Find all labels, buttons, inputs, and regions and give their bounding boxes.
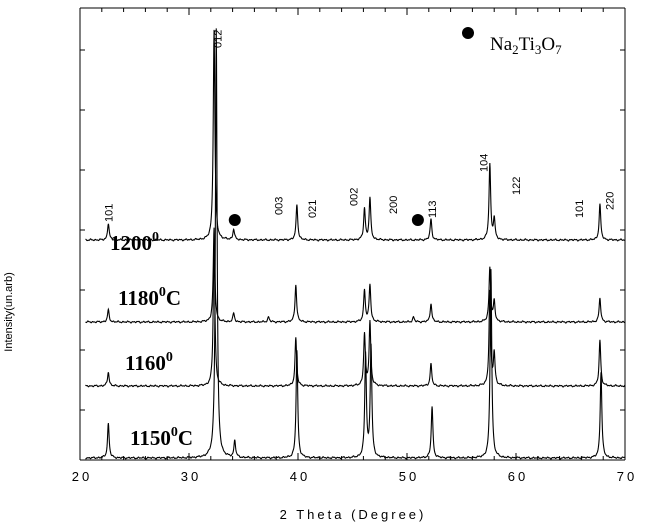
impurity-marker (228, 214, 241, 226)
legend: Na2Ti3O7 (462, 27, 562, 57)
peak-label: 002 (349, 188, 361, 206)
marker-layer (228, 214, 424, 226)
legend-element: Ti (519, 34, 535, 55)
series-3-label: 11600 (125, 350, 173, 375)
label-main: 1200 (110, 231, 152, 255)
x-axis-title: 2 Theta (Degree) (280, 507, 427, 522)
peak-label: 021 (307, 200, 319, 218)
x-tick-label: 20 (72, 469, 92, 484)
series-4-label: 11500C (130, 425, 193, 450)
y-axis-title: Intensity(un.arb) (3, 272, 15, 351)
x-tick-label: 50 (399, 469, 419, 484)
label-superscript: 0 (166, 350, 173, 365)
legend-subscript: 3 (535, 42, 542, 57)
series-2-label: 11800C (118, 285, 181, 310)
peak-label: 122 (511, 177, 523, 195)
label-unit: C (178, 426, 193, 450)
legend-marker (462, 27, 474, 39)
peak-label: 104 (478, 154, 490, 172)
axes: 20 30 40 50 60 70 (72, 7, 637, 484)
x-tick-label: 40 (290, 469, 310, 484)
label-superscript: 0 (171, 425, 178, 440)
series-layer (85, 28, 626, 460)
legend-element: O (541, 34, 555, 55)
legend-subscript: 2 (512, 42, 519, 57)
legend-label: Na2Ti3O7 (490, 34, 562, 57)
label-main: 1150 (130, 426, 171, 450)
x-tick-label: 70 (617, 469, 637, 484)
peak-label: 113 (427, 200, 439, 218)
x-tick-label: 60 (508, 469, 528, 484)
label-main: 1180 (118, 286, 159, 310)
peak-label: 003 (273, 197, 285, 215)
label-superscript: 0 (159, 285, 166, 300)
series-2-line (85, 227, 626, 324)
series-3-line (85, 242, 626, 388)
legend-subscript: 7 (555, 42, 562, 57)
label-superscript: 0 (152, 230, 159, 245)
label-main: 1160 (125, 351, 166, 375)
legend-element: Na (490, 34, 513, 55)
peak-label: 220 (605, 192, 617, 210)
peak-label: 101 (574, 200, 586, 218)
x-tick-label: 30 (181, 469, 201, 484)
series-1-label: 12000 (110, 230, 159, 255)
label-unit: C (166, 286, 181, 310)
series-1-line (85, 29, 626, 242)
series-4-line (85, 28, 626, 460)
peak-label: 200 (388, 196, 400, 214)
peak-label: 012 (212, 30, 224, 48)
impurity-marker (411, 214, 424, 226)
peak-label: 101 (103, 204, 115, 222)
